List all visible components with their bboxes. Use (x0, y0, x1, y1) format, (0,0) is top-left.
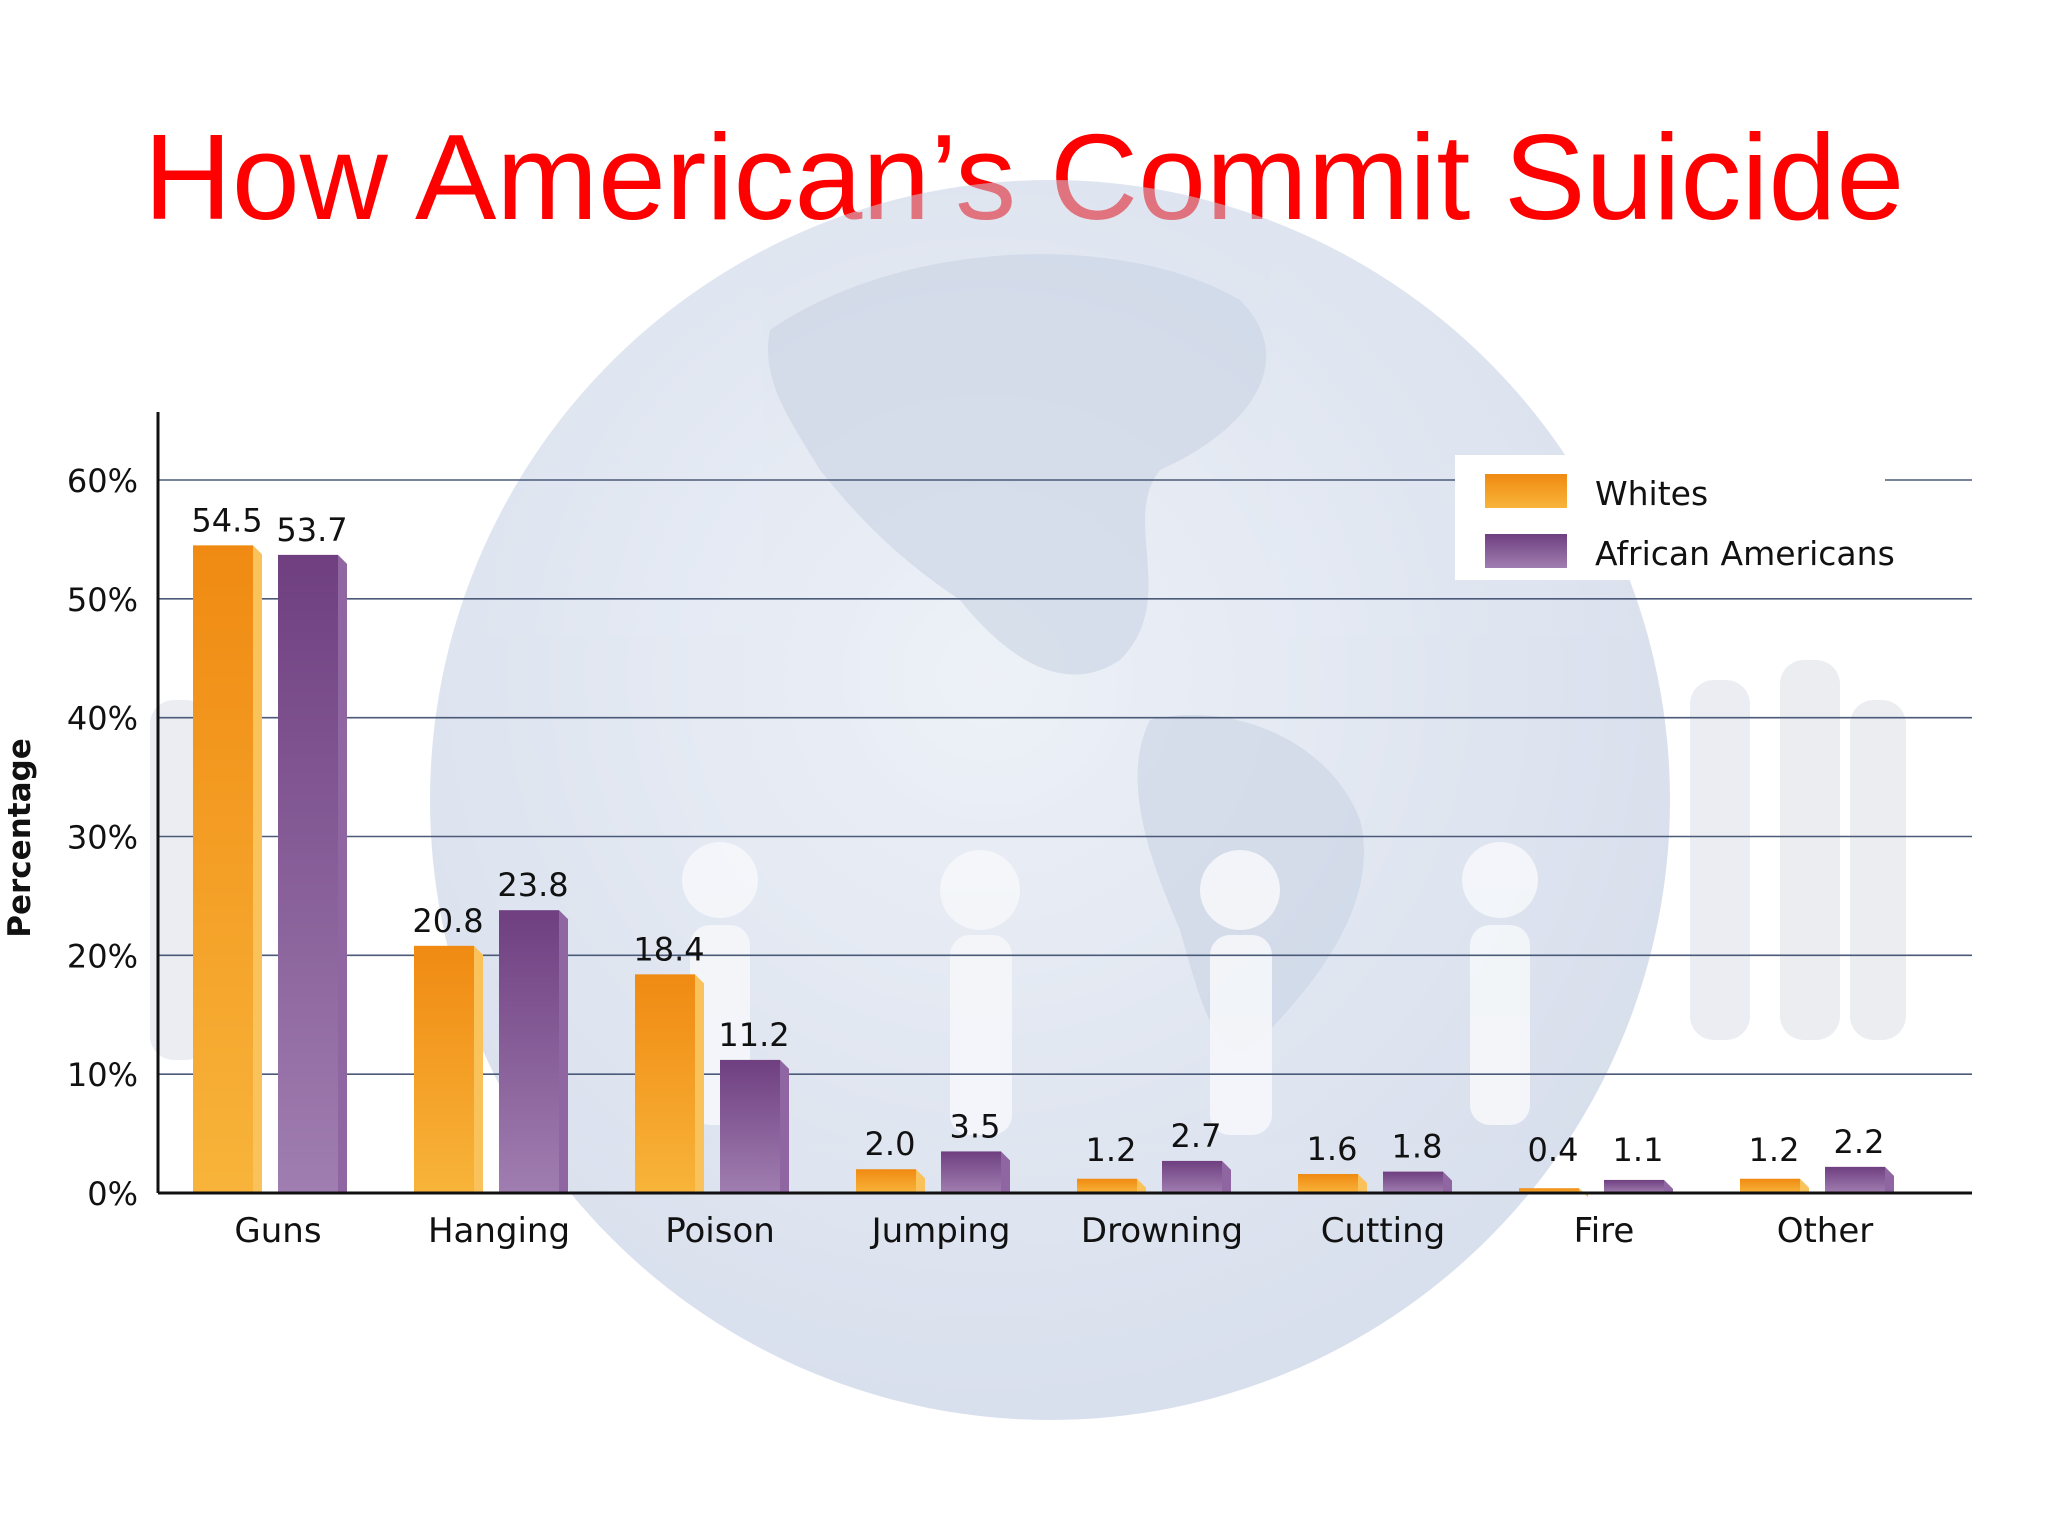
legend-swatch-african-americans (1485, 534, 1567, 568)
x-tick-label: Cutting (1321, 1211, 1446, 1251)
legend-swatch-whites (1485, 474, 1567, 508)
y-tick-label: 60% (67, 462, 138, 500)
x-tick-label: Poison (665, 1211, 775, 1251)
bar-whites (1298, 1173, 1358, 1193)
bar-african-americans (499, 910, 559, 1193)
bar-whites (193, 545, 253, 1193)
bar-side-african-americans (1443, 1171, 1452, 1193)
bar-side-whites (1358, 1173, 1367, 1193)
bar-side-african-americans (559, 910, 568, 1193)
bar-side-african-americans (1001, 1151, 1010, 1193)
y-tick-label: 0% (87, 1175, 138, 1213)
bar-side-whites (1800, 1178, 1809, 1193)
bar-whites (1740, 1178, 1800, 1193)
y-axis-label: Percentage (2, 738, 38, 937)
data-label-african-americans: 2.2 (1834, 1123, 1885, 1161)
bar-african-americans (720, 1059, 780, 1193)
data-label-whites: 20.8 (412, 902, 483, 940)
bar-side-african-americans (1222, 1160, 1231, 1193)
y-tick-label: 40% (67, 700, 138, 738)
data-label-african-americans: 1.8 (1392, 1128, 1443, 1166)
bar-side-african-americans (1664, 1179, 1673, 1193)
y-tick-label: 30% (67, 819, 138, 857)
bar-african-americans (1162, 1160, 1222, 1193)
bar-side-african-americans (1885, 1166, 1894, 1193)
bar-african-americans (1383, 1171, 1443, 1193)
data-label-whites: 1.6 (1307, 1130, 1358, 1168)
bar-whites (1077, 1178, 1137, 1193)
data-label-whites: 0.4 (1528, 1131, 1579, 1169)
x-tick-label: Fire (1574, 1211, 1635, 1251)
data-label-whites: 1.2 (1749, 1131, 1800, 1169)
data-label-african-americans: 1.1 (1613, 1131, 1664, 1169)
bar-side-whites (474, 945, 483, 1193)
legend: Whites African Americans (1455, 455, 1895, 580)
y-tick-label: 20% (67, 937, 138, 975)
bar-african-americans (1825, 1166, 1885, 1193)
data-label-african-americans: 3.5 (950, 1107, 1001, 1145)
y-tick-label: 50% (67, 581, 138, 619)
data-label-whites: 18.4 (633, 930, 704, 968)
bar-side-whites (253, 545, 262, 1193)
bar-side-african-americans (338, 554, 347, 1193)
bar-whites (856, 1169, 916, 1193)
x-tick-label: Drowning (1081, 1211, 1243, 1251)
globe-background-image (150, 180, 1906, 1420)
bar-whites (414, 945, 474, 1193)
bar-side-whites (916, 1169, 925, 1193)
data-label-whites: 2.0 (865, 1125, 916, 1163)
bar-african-americans (1604, 1179, 1664, 1193)
x-tick-label: Guns (234, 1211, 321, 1251)
bar-african-americans (941, 1151, 1001, 1193)
bar-side-african-americans (780, 1059, 789, 1193)
x-tick-label: Other (1777, 1211, 1874, 1251)
y-tick-label: 10% (67, 1056, 138, 1094)
bar-side-whites (1137, 1178, 1146, 1193)
bar-whites (635, 974, 695, 1193)
legend-label-whites: Whites (1595, 474, 1708, 513)
legend-label-african-americans: African Americans (1595, 534, 1895, 573)
data-label-african-americans: 11.2 (718, 1016, 789, 1054)
x-tick-label: Hanging (428, 1211, 570, 1251)
bar-whites (1519, 1188, 1579, 1193)
data-label-african-americans: 2.7 (1171, 1117, 1222, 1155)
data-label-whites: 1.2 (1086, 1131, 1137, 1169)
bar-side-whites (695, 974, 704, 1193)
x-tick-label: Jumping (870, 1211, 1011, 1251)
data-label-african-americans: 23.8 (497, 866, 568, 904)
bar-african-americans (278, 554, 338, 1193)
data-label-african-americans: 53.7 (276, 511, 347, 549)
data-label-whites: 54.5 (191, 501, 262, 539)
